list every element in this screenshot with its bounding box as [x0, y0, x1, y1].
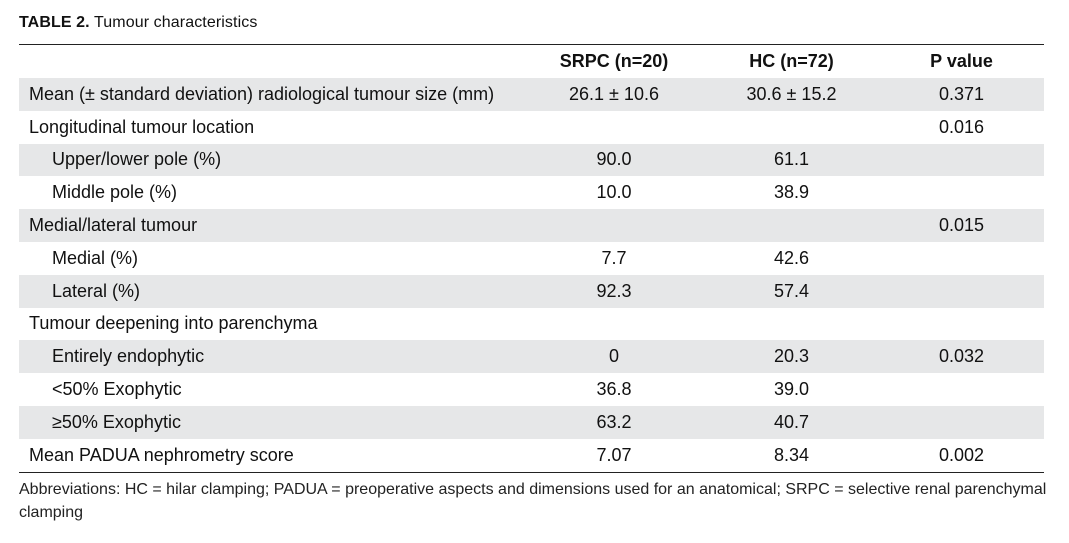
row-label: <50% Exophytic	[52, 379, 182, 400]
p-value: 0.371	[879, 78, 1044, 111]
table-row: <50% Exophytic 36.8 39.0	[19, 373, 1044, 406]
p-value	[879, 373, 1044, 406]
p-value: 0.016	[938, 116, 985, 137]
header-hc: HC (n=72)	[749, 51, 834, 71]
table-row: Middle pole (%) 10.0 38.9	[19, 176, 1044, 209]
hc-value: 38.9	[773, 182, 810, 203]
row-label: Longitudinal tumour location	[29, 116, 255, 137]
row-label: Mean PADUA nephrometry score	[19, 438, 524, 473]
row-label: Mean (± standard deviation) radiological…	[19, 78, 524, 111]
table-row: Lateral (%) 92.3 57.4	[19, 274, 1044, 308]
row-label: Middle pole (%)	[52, 182, 178, 203]
row-label: Upper/lower pole (%)	[19, 143, 524, 177]
hc-value: 8.34	[704, 438, 879, 473]
table-row: Longitudinal tumour location 0.016	[19, 111, 1044, 144]
p-value: 0.032	[879, 340, 1044, 374]
hc-value: 30.6 ± 15.2	[704, 78, 879, 111]
table-header-row: SRPC (n=20) HC (n=72) P value	[19, 44, 1044, 79]
srpc-value	[524, 308, 704, 341]
row-label: Medial (%)	[52, 247, 139, 268]
hc-value	[704, 209, 879, 242]
table-row: ≥50% Exophytic 63.2 40.7	[19, 405, 1044, 439]
srpc-value: 0	[524, 340, 704, 374]
hc-value: 57.4	[704, 274, 879, 308]
table-row: Medial/lateral tumour 0.015	[19, 209, 1044, 242]
p-value	[879, 176, 1044, 209]
header-p-value: P value	[930, 51, 993, 71]
p-value	[879, 405, 1044, 439]
header-characteristic	[19, 45, 524, 79]
row-label: ≥50% Exophytic	[19, 405, 524, 439]
hc-value: 42.6	[773, 247, 810, 268]
hc-value: 20.3	[704, 340, 879, 374]
srpc-value	[524, 111, 704, 144]
table-row: Upper/lower pole (%) 90.0 61.1	[19, 143, 1044, 177]
row-label: Lateral (%)	[19, 274, 524, 308]
hc-value: 39.0	[773, 379, 810, 400]
srpc-value: 90.0	[524, 143, 704, 177]
srpc-value: 7.07	[524, 438, 704, 473]
hc-value: 61.1	[704, 143, 879, 177]
srpc-value: 92.3	[524, 274, 704, 308]
table-number: TABLE 2.	[19, 14, 90, 31]
srpc-value	[524, 209, 704, 242]
row-label: Medial/lateral tumour	[19, 209, 524, 242]
hc-value	[704, 308, 879, 341]
tumour-characteristics-table: SRPC (n=20) HC (n=72) P value Mean (± st…	[19, 44, 1044, 473]
row-label: Tumour deepening into parenchyma	[29, 313, 318, 334]
p-value: 0.002	[879, 438, 1044, 473]
hc-value: 40.7	[704, 405, 879, 439]
table-footnote: Abbreviations: HC = hilar clamping; PADU…	[19, 481, 1047, 521]
row-label: Entirely endophytic	[19, 340, 524, 374]
table-row: Medial (%) 7.7 42.6	[19, 242, 1044, 275]
characteristics-table-container: SRPC (n=20) HC (n=72) P value Mean (± st…	[19, 44, 1044, 473]
srpc-value: 63.2	[524, 405, 704, 439]
hc-value	[704, 111, 879, 144]
table-title: Tumour characteristics	[94, 14, 258, 31]
srpc-value: 36.8	[596, 379, 632, 400]
srpc-value: 26.1 ± 10.6	[524, 78, 704, 111]
srpc-value: 7.7	[601, 247, 627, 268]
table-row: Mean (± standard deviation) radiological…	[19, 78, 1044, 111]
table-row: Entirely endophytic 0 20.3 0.032	[19, 340, 1044, 374]
srpc-value: 10.0	[596, 182, 632, 203]
p-value	[879, 143, 1044, 177]
table-caption: TABLE 2. Tumour characteristics	[19, 14, 257, 32]
p-value	[879, 274, 1044, 308]
p-value	[879, 242, 1044, 275]
header-srpc: SRPC (n=20)	[559, 51, 669, 71]
table-row: Mean PADUA nephrometry score 7.07 8.34 0…	[19, 438, 1044, 473]
table-row: Tumour deepening into parenchyma	[19, 308, 1044, 341]
p-value: 0.015	[879, 209, 1044, 242]
p-value	[879, 308, 1044, 341]
